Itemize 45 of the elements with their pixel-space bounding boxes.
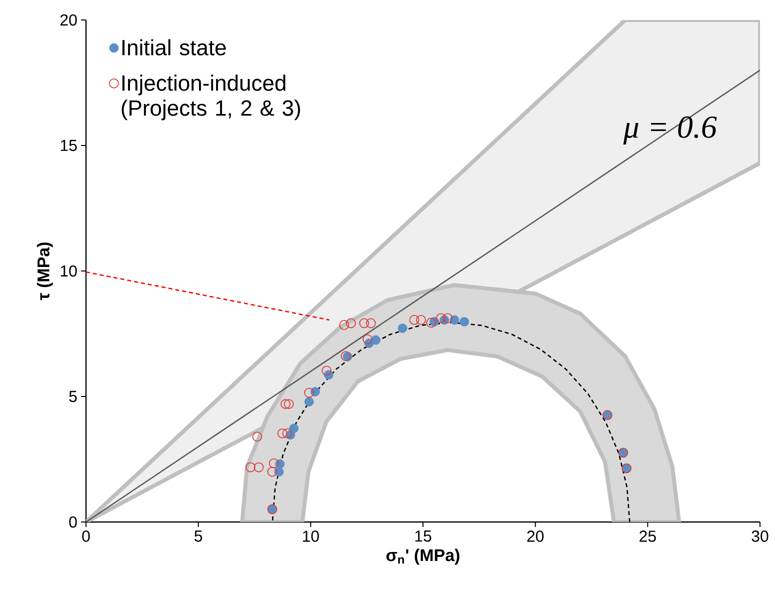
point — [304, 397, 314, 406]
point — [267, 466, 278, 477]
legend-label: Injection-induced (Projects 1, 2 & 3) — [122, 74, 300, 120]
point — [359, 318, 370, 328]
point — [284, 399, 294, 409]
y-tick-label: 5 — [69, 390, 77, 402]
point — [277, 428, 288, 438]
point — [304, 388, 314, 398]
x-axis-title: σ$_{n}$' (MPa) — [386, 548, 460, 565]
point — [460, 317, 470, 326]
legend-label: Initial state — [122, 39, 226, 56]
y-tick-label: 0 — [69, 516, 77, 528]
point — [289, 424, 299, 434]
point — [268, 458, 279, 468]
x-tick-label: 10 — [302, 530, 319, 542]
x-tick-label: 0 — [82, 530, 90, 542]
point — [426, 318, 436, 328]
x-tick-label: 5 — [194, 530, 202, 542]
point — [246, 462, 256, 472]
x-tick-label: 30 — [752, 530, 768, 542]
point — [450, 315, 460, 325]
point — [252, 432, 262, 442]
point — [409, 314, 420, 325]
point — [436, 313, 446, 324]
point — [366, 318, 376, 328]
y-tick-label: 20 — [60, 14, 77, 26]
y-axis-title: τ (MPa) — [36, 242, 53, 300]
point — [280, 399, 290, 409]
x-tick-label: 25 — [640, 530, 656, 542]
point — [442, 313, 453, 324]
point — [339, 320, 350, 330]
annotation: μ = 0.6 — [623, 116, 717, 144]
point — [398, 324, 408, 333]
point — [275, 459, 285, 469]
point — [254, 462, 264, 472]
point — [362, 334, 372, 344]
point — [282, 428, 292, 438]
y-tick-label: 10 — [60, 265, 77, 277]
point — [371, 335, 381, 345]
x-tick-label: 20 — [527, 530, 544, 542]
point — [346, 318, 356, 328]
point — [416, 314, 426, 325]
point — [322, 366, 332, 376]
x-tick-label: 15 — [415, 530, 432, 542]
y-tick-label: 15 — [60, 140, 77, 152]
